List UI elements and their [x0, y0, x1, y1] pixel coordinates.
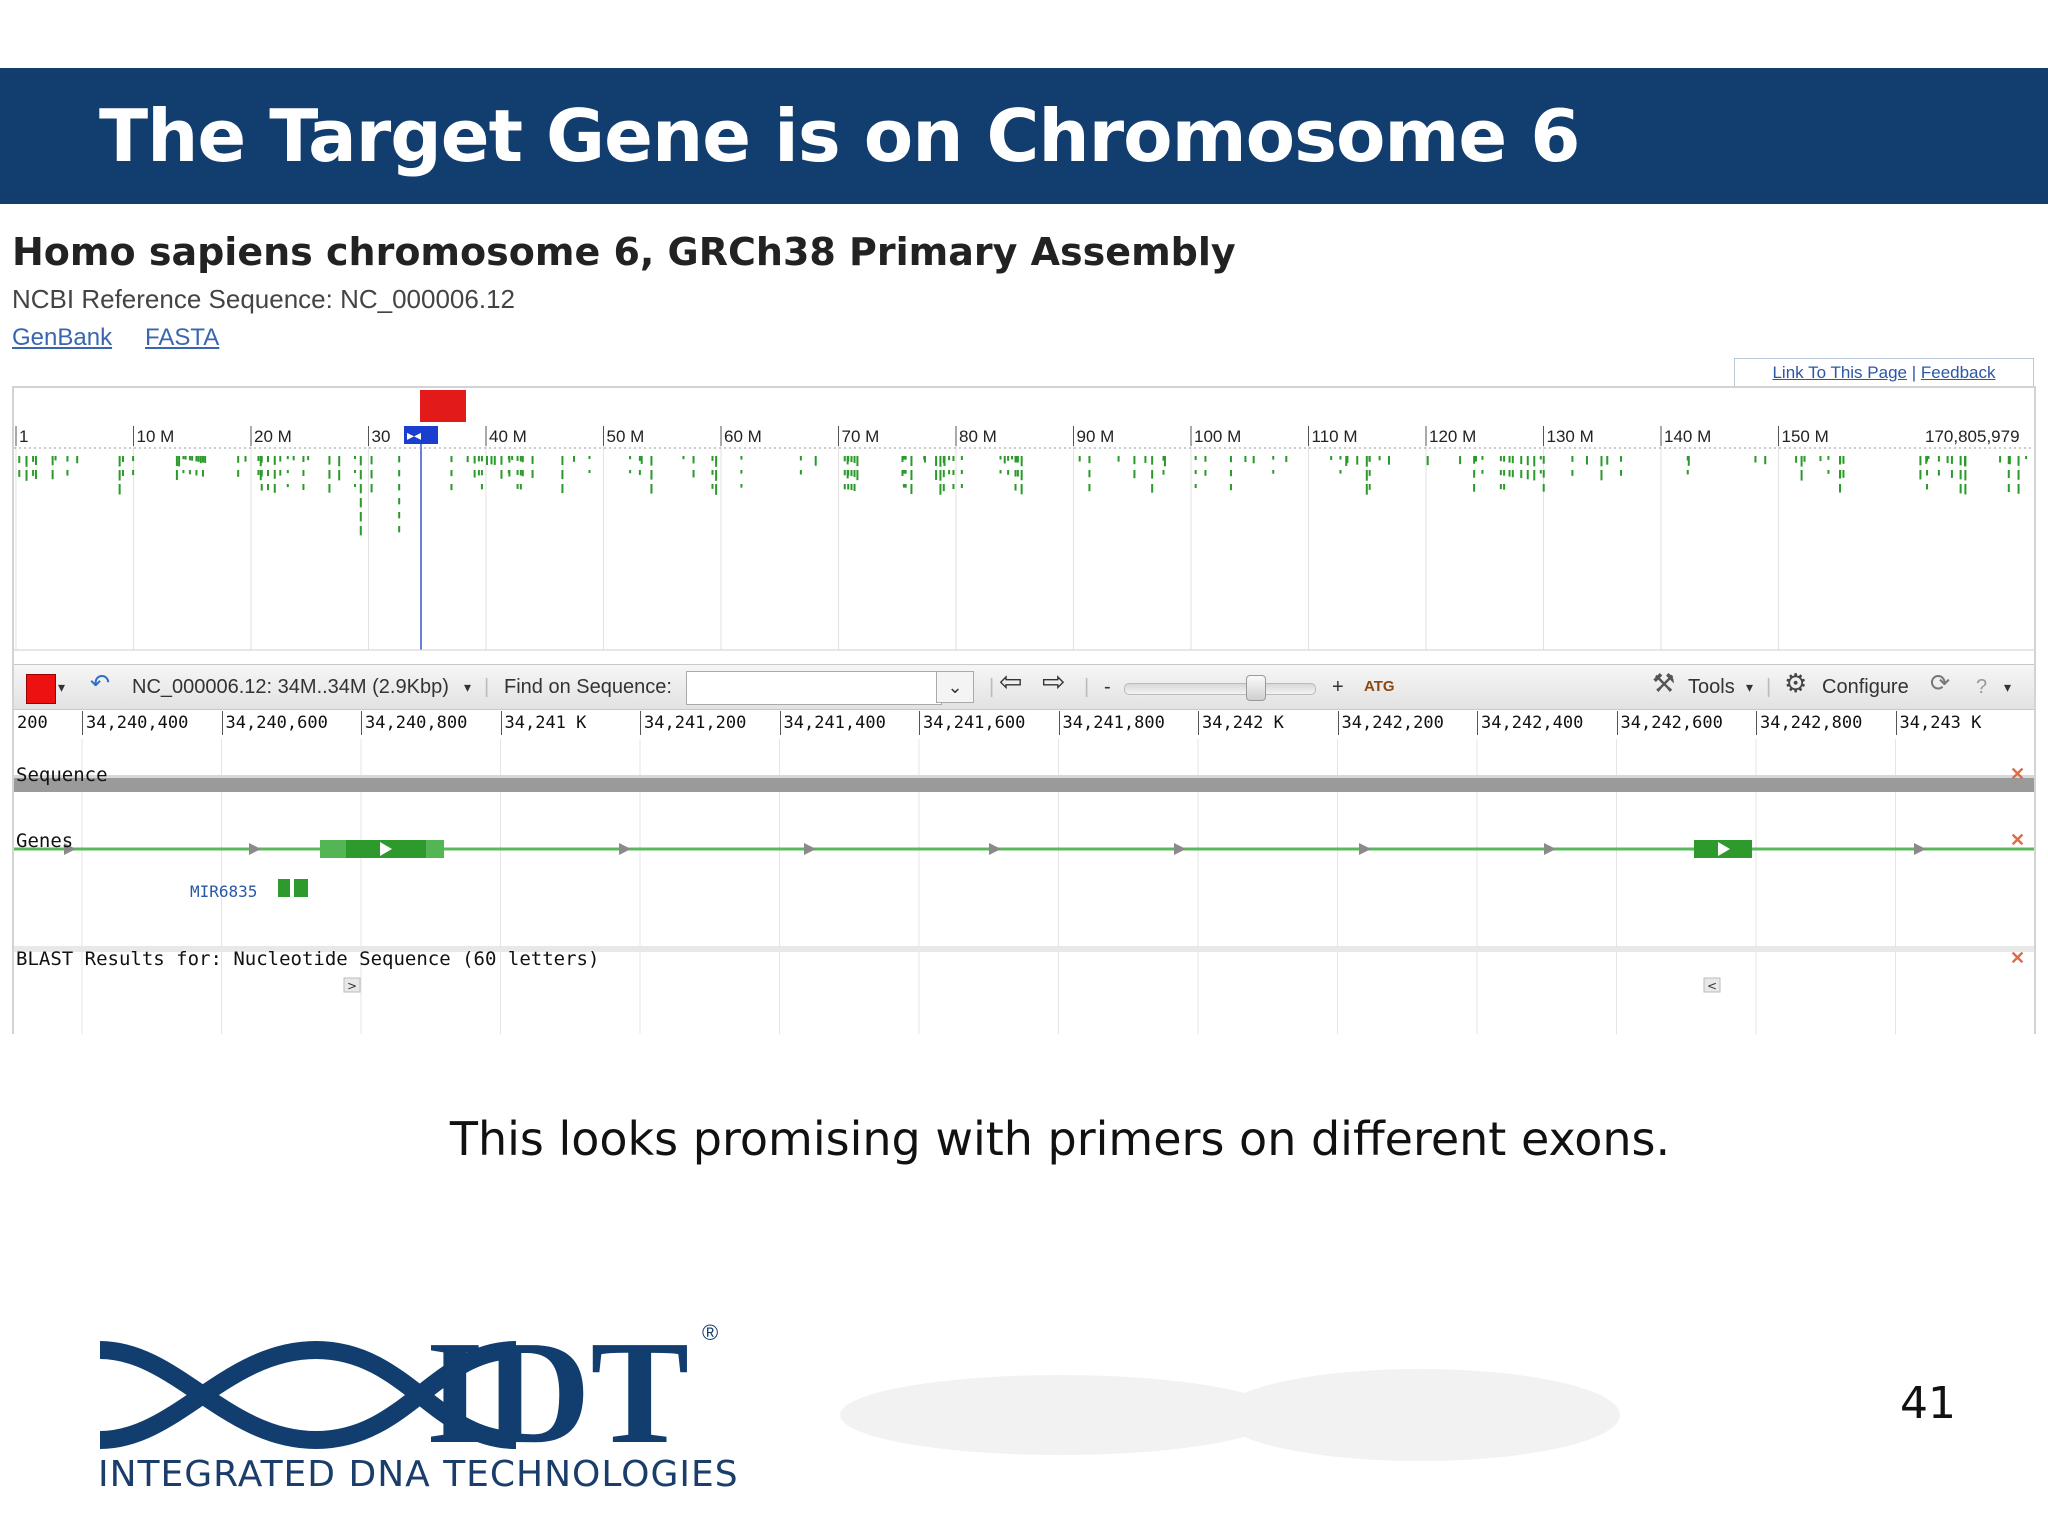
overview-tick-label: 100 M — [1194, 427, 1241, 446]
reference-sequence: NCBI Reference Sequence: NC_000006.12 — [12, 284, 515, 314]
help-dropdown-icon[interactable]: ▾ — [2004, 679, 2012, 695]
overview-tick-label: 1 — [19, 427, 28, 446]
svg-text:<: < — [1707, 979, 1717, 993]
ruler-tick: 34,241,200 — [640, 711, 746, 735]
view-window-marker[interactable] — [404, 426, 438, 444]
ruler-tick: 34,242 K — [1198, 711, 1284, 735]
help-icon[interactable]: ? — [1976, 676, 1988, 698]
region-selector[interactable]: NC_000006.12: 34M..34M (2.9Kbp) — [132, 676, 449, 698]
feedback-link[interactable]: Feedback — [1920, 363, 1996, 382]
overview-tick-label: 80 M — [959, 427, 997, 446]
overview-tick-label: 10 M — [137, 427, 175, 446]
svg-text:>: > — [347, 979, 357, 993]
mirna-block[interactable] — [278, 879, 290, 897]
find-label: Find on Sequence: — [504, 676, 672, 698]
back-arrow-icon[interactable]: ⇦ — [999, 666, 1023, 697]
ruler-tick: 34,242,200 — [1337, 711, 1444, 735]
logo-subtitle: INTEGRATED DNA TECHNOLOGIES — [98, 1454, 739, 1495]
sequence-bar — [14, 778, 2034, 792]
overview-tick-label: 20 M — [254, 427, 292, 446]
forward-arrow-icon[interactable]: ⇨ — [1042, 666, 1066, 697]
sequence-track-label: Sequence — [16, 764, 108, 786]
overview-tick-label: 70 M — [842, 427, 880, 446]
link-to-page[interactable]: Link To This Page — [1772, 363, 1907, 382]
svg-text:▸◂: ▸◂ — [407, 428, 421, 444]
overview-tick-label: 30 — [372, 427, 391, 446]
viewer-toolbar: ▾ ↶ NC_000006.12: 34M..34M (2.9Kbp) ▾ | … — [14, 664, 2034, 710]
slide-header: The Target Gene is on Chromosome 6 — [0, 68, 2048, 204]
overview-tick-label: 150 M — [1782, 427, 1829, 446]
configure-button[interactable]: Configure — [1822, 676, 1909, 698]
overview-tick-label: 40 M — [489, 427, 527, 446]
overview-tick-label: 120 M — [1429, 427, 1476, 446]
blast-track-label: BLAST Results for: Nucleotide Sequence (… — [16, 948, 600, 970]
dropdown-arrow-icon[interactable]: ▾ — [58, 679, 66, 695]
graphics-viewer: ▸◂ 1 10 M 20 M 30 40 M 50 M 60 M 70 M 80 M 90 M 10… — [12, 386, 2036, 1034]
slide-title: The Target Gene is on Chromosome 6 — [99, 94, 1580, 178]
overview-tick-label: 130 M — [1547, 427, 1594, 446]
position-ruler: 200 34,240,400 34,240,600 34,240,800 34,241 … — [14, 709, 2034, 739]
track-color-swatch[interactable] — [26, 674, 56, 704]
zoom-out-button[interactable]: - — [1104, 676, 1111, 698]
genes-track-label: Genes — [16, 830, 74, 852]
find-dropdown-icon[interactable]: ⌄ — [936, 671, 974, 703]
find-input[interactable] — [686, 671, 942, 705]
dna-watermark — [840, 1369, 1620, 1461]
page-number: 41 — [1900, 1378, 1956, 1429]
svg-text:®: ® — [702, 1320, 718, 1345]
ruler-tick: 34,242,400 — [1477, 711, 1583, 735]
sequence-title: Homo sapiens chromosome 6, GRCh38 Primar… — [12, 230, 1236, 274]
logo-wordmark: IDT — [426, 1311, 689, 1450]
chromosome-overview[interactable]: ▸◂ 1 10 M 20 M 30 40 M 50 M 60 M 70 M 80 M 90 M 10… — [14, 388, 2034, 664]
genbank-link[interactable]: GenBank — [12, 324, 113, 351]
close-icon[interactable]: ✕ — [2010, 764, 2026, 784]
gene-label[interactable]: MIR6835 — [190, 882, 258, 901]
ruler-tick: 34,241,800 — [1058, 711, 1165, 735]
gear-icon[interactable]: ⚙ — [1784, 668, 1808, 698]
ruler-tick: 34,241,600 — [919, 711, 1025, 735]
overview-tick-label: 110 M — [1312, 427, 1358, 446]
ruler-tick: 34,241 K — [500, 711, 586, 735]
blast-hit-marker-1[interactable] — [343, 977, 361, 993]
overview-tick-label: 90 M — [1077, 427, 1115, 446]
ruler-tick: 34,242,600 — [1616, 711, 1723, 735]
slide-caption: This looks promising with primers on dif… — [449, 1112, 1671, 1166]
refresh-icon[interactable]: ⟳ — [1930, 670, 1951, 697]
ruler-tick: 34,242,800 — [1756, 711, 1862, 735]
tools-menu[interactable]: Tools — [1688, 676, 1735, 698]
ruler-tick: 34,240,400 — [82, 711, 188, 735]
overview-tick-label: 140 M — [1664, 427, 1711, 446]
zoom-slider[interactable] — [1124, 683, 1316, 695]
close-icon[interactable]: ✕ — [2010, 830, 2026, 850]
overview-tick-label: 170,805,979 — [1925, 427, 2020, 446]
overview-tick-label: 60 M — [724, 427, 762, 446]
ruler-tick: 34,243 K — [1895, 711, 1981, 735]
ruler-tick: 200 — [17, 713, 48, 733]
undo-icon[interactable]: ↶ — [90, 670, 111, 697]
top-links: Link To This Page | Feedback — [1734, 358, 2034, 387]
detail-tracks: > < — [14, 739, 2034, 1034]
zoom-slider-thumb[interactable] — [1246, 675, 1266, 701]
idt-logo: IDT ® — [99, 1311, 718, 1450]
tools-dropdown-icon[interactable]: ▾ — [1746, 679, 1754, 695]
ruler-tick: 34,241,400 — [779, 711, 886, 735]
tools-icon[interactable]: ⚒ — [1652, 668, 1676, 698]
zoom-in-button[interactable]: + — [1332, 676, 1344, 698]
close-icon[interactable]: ✕ — [2010, 948, 2026, 968]
fasta-link[interactable]: FASTA — [145, 324, 220, 351]
ncbi-screenshot: Homo sapiens chromosome 6, GRCh38 Primar… — [0, 204, 2048, 1034]
ruler-tick: 34,240,600 — [221, 711, 328, 735]
overview-tick-label: 50 M — [607, 427, 645, 446]
region-dropdown-icon[interactable]: ▾ — [464, 679, 472, 695]
selected-region-marker[interactable] — [420, 390, 466, 422]
blast-hit-marker-2[interactable] — [1703, 977, 1721, 993]
ruler-tick: 34,240,800 — [361, 711, 467, 735]
atg-icon[interactable]: ATG — [1364, 678, 1395, 695]
